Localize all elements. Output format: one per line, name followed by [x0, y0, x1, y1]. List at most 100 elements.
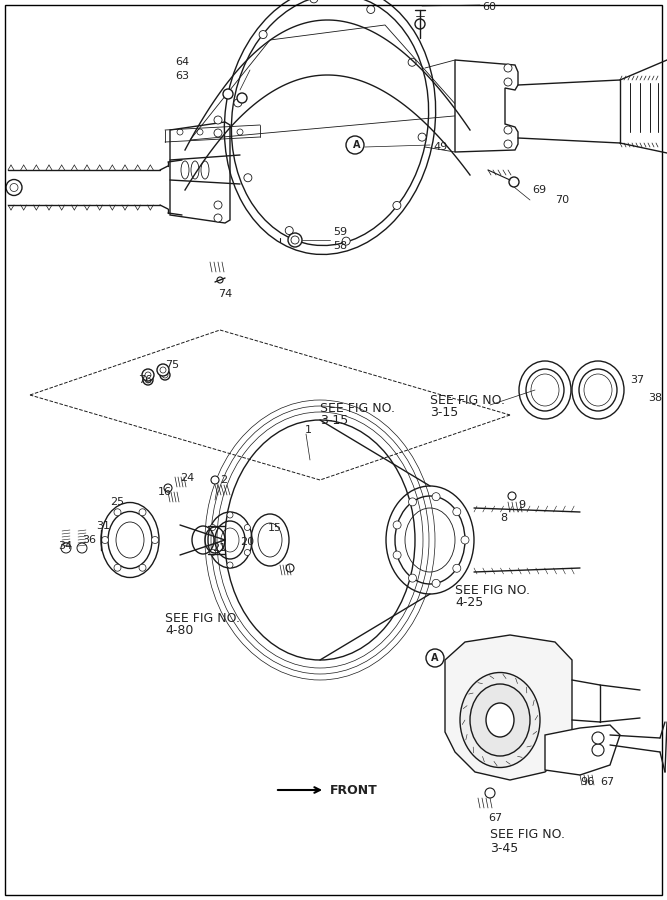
Text: SEE FIG NO.: SEE FIG NO.: [490, 829, 565, 842]
Circle shape: [217, 277, 223, 283]
Text: 76: 76: [138, 375, 152, 385]
Circle shape: [197, 129, 203, 135]
Circle shape: [508, 492, 516, 500]
Text: 75: 75: [165, 360, 179, 370]
Circle shape: [214, 116, 222, 124]
Circle shape: [367, 5, 375, 14]
Circle shape: [139, 508, 146, 516]
Text: 4-80: 4-80: [165, 625, 193, 637]
Ellipse shape: [486, 703, 514, 737]
Circle shape: [114, 508, 121, 516]
Circle shape: [237, 129, 243, 135]
Circle shape: [10, 184, 18, 192]
Circle shape: [214, 201, 222, 209]
Circle shape: [143, 375, 153, 385]
Circle shape: [504, 126, 512, 134]
Circle shape: [504, 64, 512, 72]
Circle shape: [426, 649, 444, 667]
Circle shape: [237, 93, 247, 103]
Circle shape: [214, 129, 222, 137]
Text: 25: 25: [110, 497, 124, 507]
Text: 36: 36: [82, 535, 96, 545]
Circle shape: [77, 543, 87, 553]
Polygon shape: [170, 122, 230, 223]
Circle shape: [214, 214, 222, 222]
Circle shape: [291, 236, 299, 244]
Circle shape: [393, 551, 401, 559]
Circle shape: [408, 574, 416, 582]
Text: 37: 37: [630, 375, 644, 385]
Circle shape: [418, 133, 426, 141]
Text: 59: 59: [333, 227, 347, 237]
Circle shape: [415, 19, 425, 29]
Text: 70: 70: [555, 195, 569, 205]
Text: A: A: [354, 140, 361, 150]
Circle shape: [234, 99, 242, 107]
Circle shape: [227, 562, 233, 568]
Text: 15: 15: [268, 523, 282, 533]
Text: 58: 58: [333, 241, 347, 251]
Text: 69: 69: [532, 185, 546, 195]
Circle shape: [504, 78, 512, 86]
Circle shape: [160, 370, 170, 380]
Text: 60: 60: [482, 2, 496, 12]
Text: 31: 31: [96, 521, 110, 531]
Circle shape: [461, 536, 469, 544]
Text: SEE FIG NO.: SEE FIG NO.: [320, 401, 395, 415]
Circle shape: [453, 564, 461, 572]
Circle shape: [227, 512, 233, 518]
Circle shape: [244, 525, 250, 530]
Text: 3-45: 3-45: [490, 842, 518, 854]
Text: 21: 21: [212, 543, 226, 553]
Circle shape: [432, 492, 440, 500]
Text: 64: 64: [175, 57, 189, 67]
Circle shape: [453, 508, 461, 516]
Text: 1: 1: [305, 425, 312, 435]
Text: 2: 2: [220, 475, 227, 485]
Text: 20: 20: [240, 537, 254, 547]
Circle shape: [408, 498, 416, 506]
Circle shape: [285, 227, 293, 235]
Polygon shape: [455, 60, 518, 152]
Text: 16: 16: [158, 487, 172, 497]
Text: 3-15: 3-15: [430, 407, 458, 419]
Circle shape: [142, 369, 154, 381]
Circle shape: [162, 372, 168, 378]
Text: 3-15: 3-15: [320, 415, 348, 428]
Text: SEE FIG NO.: SEE FIG NO.: [455, 583, 530, 597]
Text: 74: 74: [218, 289, 232, 299]
Circle shape: [310, 0, 318, 3]
Circle shape: [177, 129, 183, 135]
Circle shape: [145, 372, 151, 378]
Circle shape: [114, 564, 121, 572]
Circle shape: [160, 367, 166, 373]
Circle shape: [259, 31, 267, 39]
Circle shape: [244, 174, 252, 182]
Ellipse shape: [460, 672, 540, 768]
Circle shape: [342, 237, 350, 245]
Circle shape: [432, 580, 440, 588]
Text: 38: 38: [648, 393, 662, 403]
Circle shape: [157, 364, 169, 376]
Circle shape: [393, 202, 401, 210]
Circle shape: [151, 536, 159, 544]
Circle shape: [288, 233, 302, 247]
Text: A: A: [432, 653, 439, 663]
Polygon shape: [445, 635, 572, 780]
Text: 67: 67: [488, 813, 502, 823]
Text: 9: 9: [518, 500, 525, 510]
Text: SEE FIG NO.: SEE FIG NO.: [165, 611, 240, 625]
Circle shape: [101, 536, 109, 544]
Text: 8: 8: [500, 513, 507, 523]
Circle shape: [346, 136, 364, 154]
Text: FRONT: FRONT: [330, 784, 378, 796]
Text: 63: 63: [175, 71, 189, 81]
Circle shape: [504, 140, 512, 148]
Circle shape: [145, 377, 151, 383]
Circle shape: [6, 179, 22, 195]
Text: 34: 34: [58, 541, 72, 551]
Text: 49: 49: [433, 142, 448, 152]
Circle shape: [592, 732, 604, 744]
Text: 67: 67: [600, 777, 614, 787]
Circle shape: [286, 564, 294, 572]
